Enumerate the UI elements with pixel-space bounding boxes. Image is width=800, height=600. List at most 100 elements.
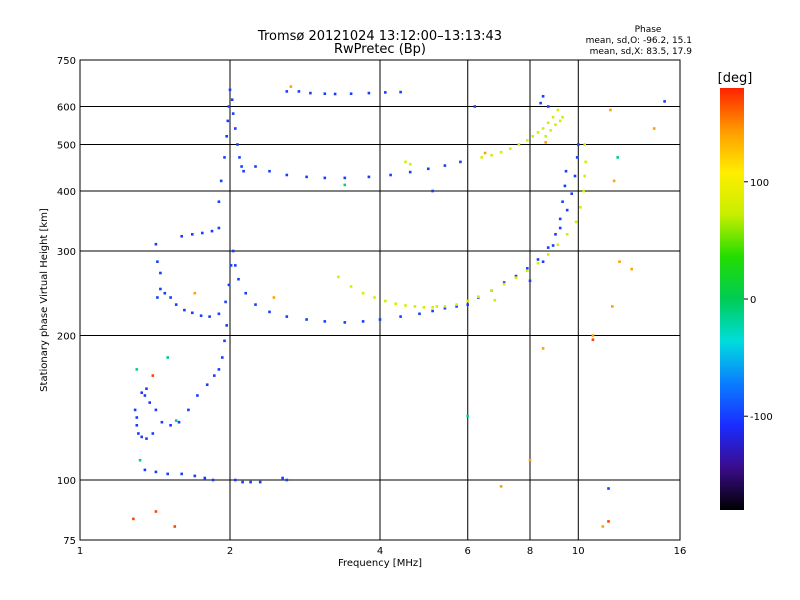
data-point (217, 368, 221, 371)
data-point (180, 235, 183, 238)
data-point (227, 105, 231, 108)
stats-x-line: mean, sd,X: 83.5, 17.9 (590, 47, 693, 57)
data-point (223, 339, 226, 343)
data-point (565, 233, 569, 236)
y-tick-label: 300 (57, 247, 76, 258)
data-point (160, 420, 164, 424)
data-point (536, 131, 540, 134)
y-axis-label: Stationary phase Virtual Height [km] (39, 208, 50, 392)
data-point (148, 401, 151, 404)
data-point (477, 295, 480, 298)
data-point (546, 105, 550, 108)
data-point (285, 315, 289, 318)
data-point (213, 374, 216, 377)
data-point (582, 189, 585, 193)
colorbar-label: [deg] (718, 71, 753, 86)
data-point (546, 253, 550, 256)
data-point (323, 320, 327, 323)
data-point (343, 176, 347, 180)
data-point (309, 91, 312, 95)
x-tick-label: 4 (377, 546, 383, 557)
data-point (349, 92, 353, 95)
data-point (225, 324, 228, 327)
colorbar-ticks: 100 0 -100 (744, 178, 773, 423)
colorbar-tick-label: -100 (750, 412, 773, 423)
x-axis-ticks: 1 2 4 6 8 10 16 (77, 546, 687, 557)
data-point (145, 437, 148, 440)
data-point (601, 525, 605, 528)
data-point (361, 291, 365, 295)
data-point (373, 296, 376, 299)
data-point (652, 127, 656, 130)
data-point (514, 276, 518, 279)
chart-subtitle: RwPretec (Bp) (334, 42, 426, 57)
data-point (561, 115, 564, 119)
plot-frame (79, 59, 681, 541)
data-point (240, 165, 243, 168)
data-point (558, 217, 562, 221)
data-point (616, 156, 619, 159)
data-point (607, 487, 610, 490)
data-point (230, 98, 234, 101)
data-point (166, 356, 169, 359)
data-point (145, 387, 148, 390)
data-point (526, 267, 529, 270)
y-tick-label: 750 (57, 56, 76, 67)
data-point (224, 300, 227, 304)
data-point (544, 135, 547, 138)
data-point (551, 115, 555, 119)
data-point (138, 458, 142, 462)
data-point (443, 306, 447, 310)
data-point (173, 525, 177, 528)
data-point (193, 474, 197, 478)
data-point (281, 476, 284, 480)
data-point (343, 321, 347, 324)
data-point (546, 246, 550, 249)
data-point (404, 304, 407, 307)
data-point (285, 478, 289, 482)
data-point (229, 264, 233, 267)
data-point (526, 269, 529, 272)
data-point (384, 299, 387, 303)
data-points (132, 85, 666, 528)
data-point (333, 92, 337, 96)
data-point (237, 277, 240, 281)
colorbar (720, 88, 744, 510)
data-point (201, 231, 204, 235)
data-point (499, 485, 503, 488)
y-tick-label: 400 (57, 187, 76, 198)
data-point (143, 394, 147, 397)
data-point (361, 320, 365, 323)
data-point (169, 296, 172, 299)
data-point (607, 520, 610, 523)
data-point (558, 119, 562, 123)
data-point (422, 306, 426, 309)
y-tick-label: 600 (57, 103, 76, 114)
data-point (466, 414, 469, 418)
data-point (191, 311, 194, 315)
data-point (480, 156, 483, 159)
data-point (554, 233, 557, 236)
data-point (177, 420, 181, 424)
data-point (435, 305, 439, 308)
data-point (490, 153, 493, 157)
data-point (210, 229, 214, 233)
data-point (384, 91, 387, 94)
data-point (226, 119, 230, 123)
data-point (166, 472, 169, 476)
data-point (223, 156, 226, 159)
data-point (297, 90, 301, 93)
y-tick-label: 500 (57, 141, 76, 152)
data-point (563, 184, 567, 188)
data-point (404, 160, 407, 164)
data-point (285, 90, 289, 93)
data-point (228, 88, 232, 92)
data-point (187, 408, 190, 412)
data-point (611, 305, 614, 308)
data-point (378, 318, 382, 321)
data-point (231, 249, 235, 253)
x-tick-label: 6 (465, 546, 471, 557)
data-point (539, 101, 542, 105)
x-tick-label: 2 (227, 546, 233, 557)
data-point (234, 478, 237, 482)
